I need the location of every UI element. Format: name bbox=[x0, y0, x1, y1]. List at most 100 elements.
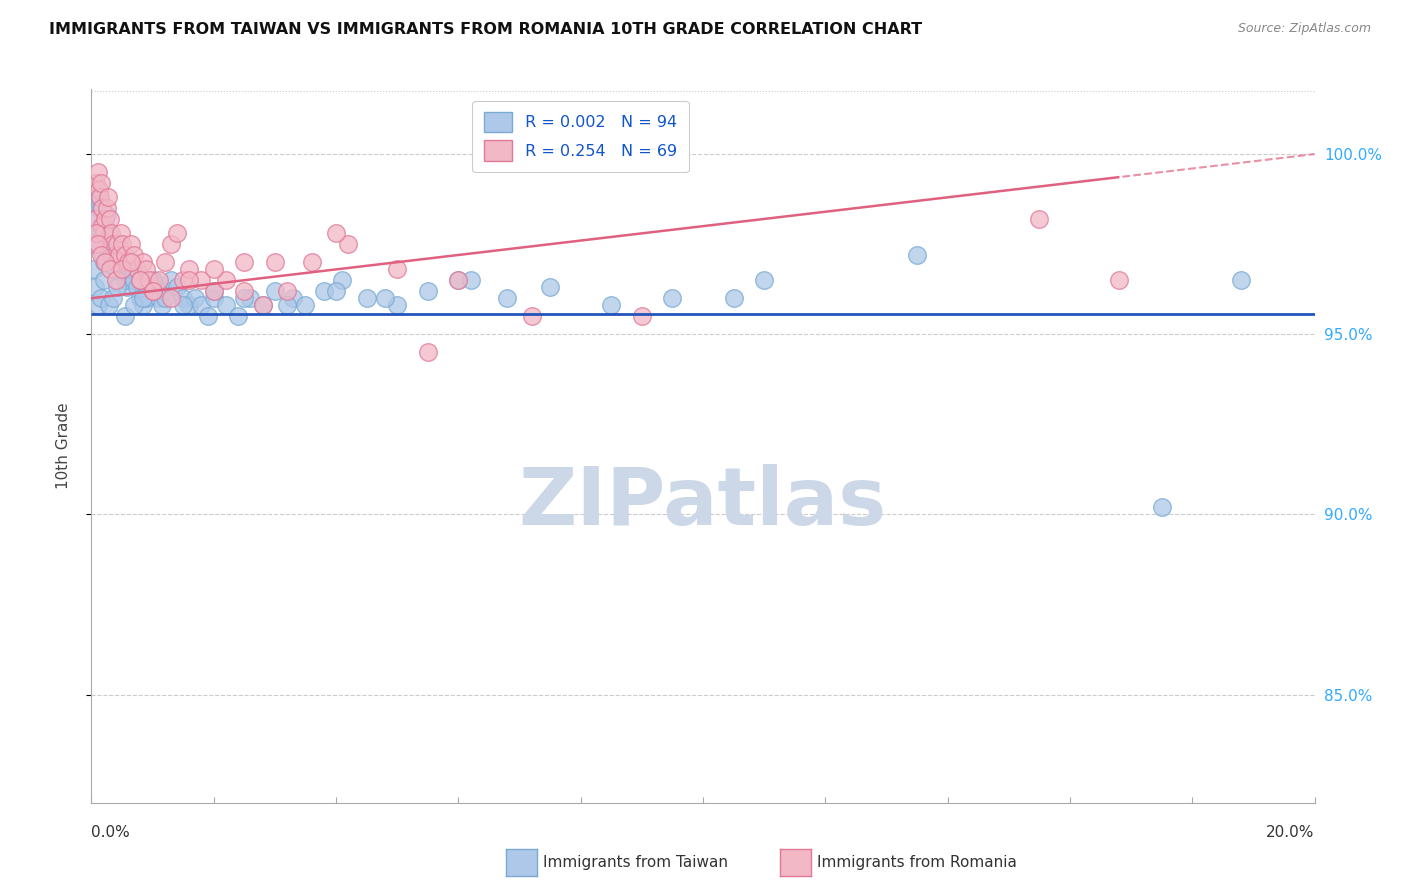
Point bbox=[197, 310, 219, 324]
Point bbox=[374, 291, 396, 305]
Point bbox=[1150, 500, 1173, 515]
Legend:  R = 0.002   N = 94,  R = 0.254   N = 69: R = 0.002 N = 94, R = 0.254 N = 69 bbox=[472, 101, 689, 172]
Point bbox=[86, 227, 108, 241]
Point bbox=[172, 298, 194, 312]
Point bbox=[631, 310, 654, 324]
Point bbox=[117, 255, 139, 269]
Point bbox=[91, 219, 114, 234]
Point bbox=[520, 310, 543, 324]
Point bbox=[101, 291, 124, 305]
Point bbox=[84, 227, 107, 241]
Point bbox=[496, 291, 519, 305]
Point bbox=[97, 298, 120, 312]
Point bbox=[252, 298, 274, 312]
Point bbox=[148, 291, 170, 305]
Point bbox=[90, 201, 112, 215]
Point bbox=[141, 273, 163, 287]
Point bbox=[283, 291, 305, 305]
Point bbox=[172, 273, 194, 287]
Point bbox=[179, 262, 201, 277]
Point bbox=[112, 262, 135, 277]
Point bbox=[160, 237, 183, 252]
Point bbox=[385, 298, 409, 312]
Point bbox=[129, 273, 152, 287]
Point bbox=[105, 280, 128, 294]
Point bbox=[416, 284, 439, 298]
Point bbox=[110, 227, 132, 241]
Point bbox=[90, 227, 112, 241]
Point bbox=[215, 298, 238, 312]
Point bbox=[110, 248, 132, 262]
Point bbox=[89, 190, 111, 204]
Point bbox=[239, 291, 262, 305]
Text: 0.0%: 0.0% bbox=[91, 825, 131, 839]
Point bbox=[104, 255, 127, 269]
Point bbox=[202, 291, 225, 305]
Point bbox=[129, 273, 152, 287]
Point bbox=[264, 284, 287, 298]
Point bbox=[115, 280, 138, 294]
Point bbox=[325, 284, 347, 298]
Point bbox=[312, 284, 335, 298]
Point bbox=[104, 255, 127, 269]
Point bbox=[754, 273, 776, 287]
Point bbox=[184, 291, 207, 305]
Point bbox=[114, 248, 136, 262]
Point bbox=[94, 211, 117, 226]
Point bbox=[96, 201, 118, 215]
Point bbox=[114, 273, 136, 287]
Point bbox=[233, 284, 256, 298]
Point bbox=[90, 248, 112, 262]
Point bbox=[600, 298, 623, 312]
Point bbox=[122, 273, 145, 287]
Point bbox=[538, 280, 561, 294]
Point bbox=[86, 237, 108, 252]
Point bbox=[94, 255, 117, 269]
Point bbox=[87, 183, 110, 197]
Point bbox=[135, 291, 157, 305]
Point bbox=[233, 255, 256, 269]
Point bbox=[905, 248, 928, 262]
Point bbox=[294, 298, 316, 312]
Point bbox=[84, 211, 107, 226]
Point bbox=[108, 248, 131, 262]
Point bbox=[141, 284, 163, 298]
Point bbox=[385, 262, 409, 277]
Point bbox=[104, 248, 127, 262]
Point bbox=[148, 273, 170, 287]
Point bbox=[100, 248, 122, 262]
Point bbox=[166, 227, 188, 241]
Point bbox=[90, 201, 112, 215]
Point bbox=[135, 262, 157, 277]
Point bbox=[337, 237, 360, 252]
Point bbox=[120, 255, 142, 269]
Point bbox=[100, 227, 122, 241]
Point bbox=[105, 244, 128, 259]
Point bbox=[127, 262, 149, 277]
Point bbox=[145, 284, 167, 298]
Point bbox=[330, 273, 353, 287]
Point bbox=[723, 291, 745, 305]
Point bbox=[108, 237, 131, 252]
Point bbox=[661, 291, 683, 305]
Point bbox=[87, 298, 110, 312]
Point bbox=[202, 284, 225, 298]
Point bbox=[122, 262, 145, 277]
Point bbox=[86, 165, 108, 179]
Point bbox=[179, 298, 201, 312]
Point bbox=[122, 298, 145, 312]
Point bbox=[87, 237, 110, 252]
Point bbox=[93, 273, 115, 287]
Point bbox=[160, 273, 183, 287]
Point bbox=[226, 310, 249, 324]
Text: Immigrants from Taiwan: Immigrants from Taiwan bbox=[543, 855, 728, 870]
Point bbox=[84, 237, 107, 252]
Point bbox=[160, 291, 183, 305]
Point bbox=[93, 227, 115, 241]
Point bbox=[127, 280, 149, 294]
Point bbox=[166, 280, 188, 294]
Point bbox=[94, 219, 117, 234]
Point bbox=[87, 201, 110, 215]
Point bbox=[98, 262, 121, 277]
Point bbox=[91, 248, 114, 262]
